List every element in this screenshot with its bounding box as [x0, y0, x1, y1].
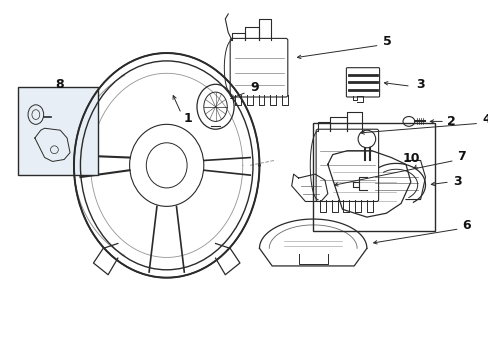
Text: 4: 4 — [482, 113, 488, 126]
Text: 5: 5 — [382, 35, 391, 48]
Text: 3: 3 — [452, 175, 461, 188]
Bar — [18, 87, 98, 175]
Text: 6: 6 — [461, 219, 470, 233]
Text: 7: 7 — [456, 150, 465, 163]
Text: 2: 2 — [447, 115, 455, 128]
Text: 8: 8 — [55, 78, 63, 91]
Bar — [312, 123, 434, 231]
Text: 9: 9 — [250, 81, 258, 94]
Text: 1: 1 — [183, 112, 192, 125]
Text: 3: 3 — [415, 78, 424, 91]
Text: 10: 10 — [401, 152, 419, 165]
